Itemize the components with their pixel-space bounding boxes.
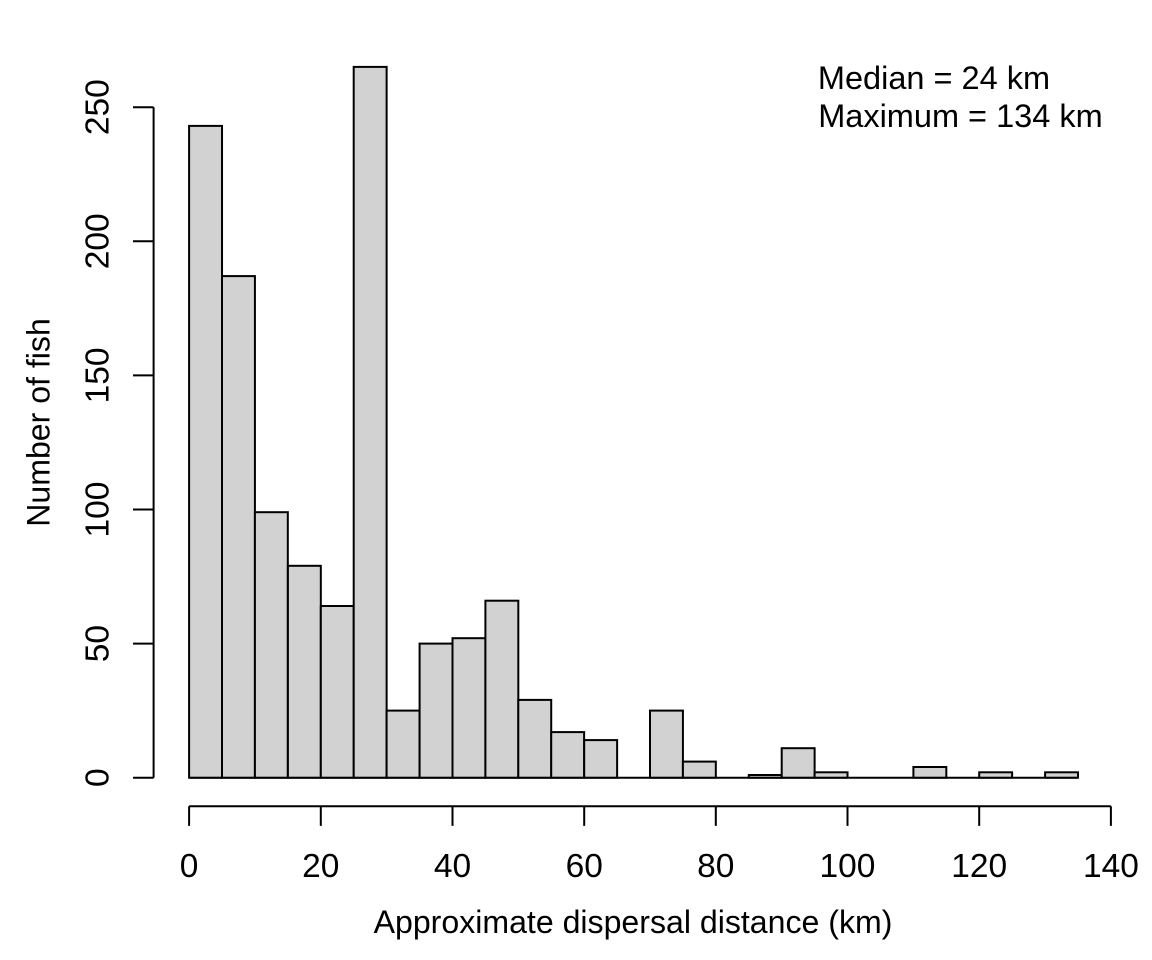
svg-text:140: 140 xyxy=(1083,848,1139,885)
svg-text:Number of fish: Number of fish xyxy=(21,318,57,527)
svg-text:50: 50 xyxy=(80,625,117,662)
svg-text:200: 200 xyxy=(80,213,117,269)
svg-text:Maximum = 134 km: Maximum = 134 km xyxy=(818,98,1102,134)
svg-text:150: 150 xyxy=(80,347,117,403)
svg-text:80: 80 xyxy=(697,848,734,885)
svg-text:100: 100 xyxy=(820,848,876,885)
svg-text:120: 120 xyxy=(951,848,1007,885)
svg-text:20: 20 xyxy=(302,848,339,885)
svg-text:60: 60 xyxy=(566,848,603,885)
svg-text:250: 250 xyxy=(80,79,117,135)
svg-text:0: 0 xyxy=(80,768,117,787)
svg-text:100: 100 xyxy=(80,482,117,538)
svg-text:0: 0 xyxy=(180,848,199,885)
svg-text:40: 40 xyxy=(434,848,471,885)
svg-text:Median = 24 km: Median = 24 km xyxy=(818,60,1050,96)
svg-text:Approximate dispersal distance: Approximate dispersal distance (km) xyxy=(374,904,893,940)
